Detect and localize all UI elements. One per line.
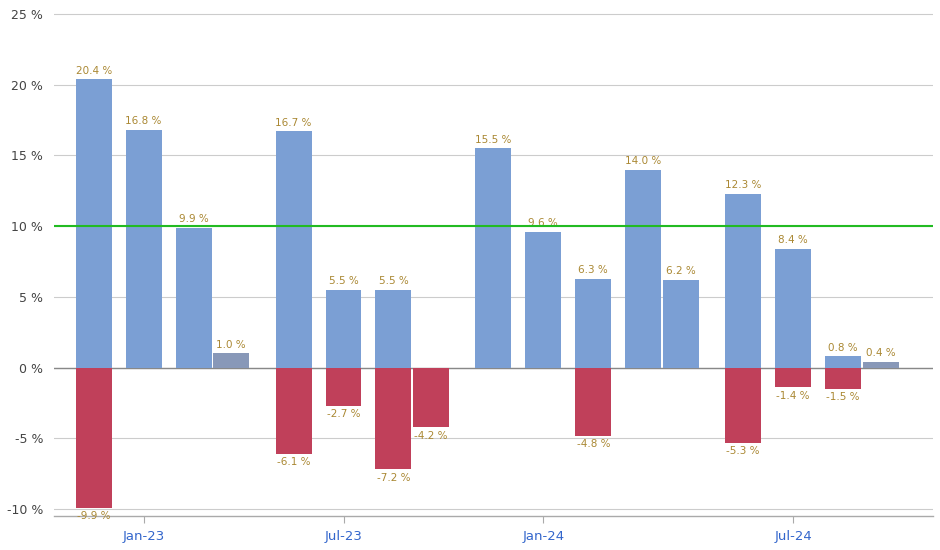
Bar — [275, 367, 311, 454]
Bar — [325, 367, 362, 406]
Text: 5.5 %: 5.5 % — [329, 276, 358, 287]
Text: 1.0 %: 1.0 % — [216, 340, 246, 350]
Bar — [325, 290, 362, 367]
Text: 6.3 %: 6.3 % — [578, 265, 608, 275]
Text: 0.4 %: 0.4 % — [866, 349, 896, 359]
Text: 14.0 %: 14.0 % — [625, 156, 662, 166]
Bar — [76, 367, 112, 508]
Text: 15.5 %: 15.5 % — [476, 135, 511, 145]
Text: 12.3 %: 12.3 % — [725, 180, 761, 190]
Bar — [375, 367, 412, 470]
Text: 0.8 %: 0.8 % — [828, 343, 858, 353]
Bar — [663, 280, 698, 367]
Text: 6.2 %: 6.2 % — [666, 266, 696, 277]
Bar — [726, 194, 761, 367]
Bar — [863, 362, 899, 367]
Text: 9.9 %: 9.9 % — [179, 214, 209, 224]
Bar — [575, 278, 611, 367]
Text: 5.5 %: 5.5 % — [379, 276, 408, 287]
Bar — [726, 367, 761, 443]
Bar — [825, 367, 861, 389]
Text: -4.2 %: -4.2 % — [415, 431, 447, 441]
Bar — [776, 249, 811, 367]
Text: -1.4 %: -1.4 % — [776, 391, 810, 401]
Bar — [825, 356, 861, 367]
Text: 8.4 %: 8.4 % — [778, 235, 808, 245]
Text: 16.8 %: 16.8 % — [125, 117, 162, 126]
Bar — [375, 290, 412, 367]
Bar — [413, 367, 449, 427]
Bar — [575, 367, 611, 436]
Text: -4.8 %: -4.8 % — [576, 439, 610, 449]
Text: 16.7 %: 16.7 % — [275, 118, 312, 128]
Bar — [525, 232, 561, 367]
Bar — [776, 367, 811, 387]
Bar — [476, 148, 511, 367]
Text: -1.5 %: -1.5 % — [826, 392, 860, 403]
Text: -5.3 %: -5.3 % — [727, 446, 760, 456]
Bar — [275, 131, 311, 367]
Bar — [625, 169, 661, 367]
Text: 20.4 %: 20.4 % — [75, 65, 112, 75]
Bar — [126, 130, 162, 367]
Bar — [176, 228, 212, 367]
Text: -7.2 %: -7.2 % — [377, 473, 410, 483]
Bar — [76, 79, 112, 367]
Bar — [213, 354, 249, 367]
Text: 9.6 %: 9.6 % — [528, 218, 558, 228]
Text: -6.1 %: -6.1 % — [276, 458, 310, 468]
Text: -9.9 %: -9.9 % — [77, 511, 111, 521]
Text: -2.7 %: -2.7 % — [327, 409, 360, 419]
